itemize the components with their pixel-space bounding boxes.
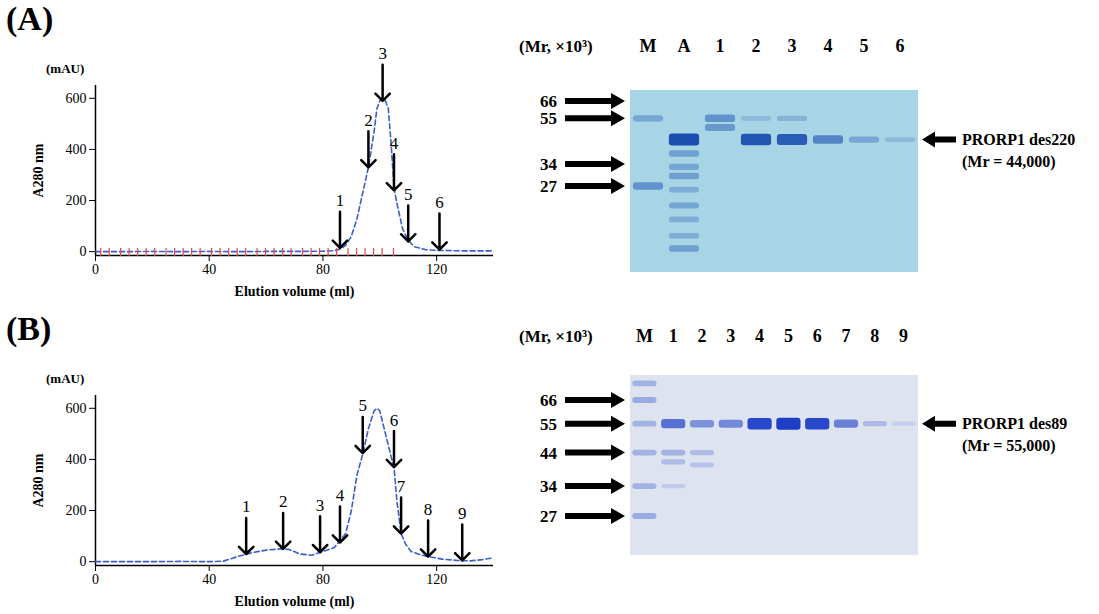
svg-text:2: 2: [698, 326, 707, 346]
svg-text:66: 66: [540, 391, 557, 410]
svg-text:200: 200: [66, 193, 87, 208]
svg-text:(Mr, ×10³): (Mr, ×10³): [519, 327, 593, 346]
svg-text:Elution volume (ml): Elution volume (ml): [235, 284, 355, 300]
svg-text:400: 400: [66, 142, 87, 157]
svg-text:80: 80: [316, 262, 330, 277]
svg-text:6: 6: [390, 411, 399, 430]
svg-text:120: 120: [426, 262, 447, 277]
svg-text:1: 1: [242, 497, 251, 516]
svg-text:9: 9: [458, 504, 467, 523]
svg-text:5: 5: [358, 396, 367, 415]
html-text:(B): (B): [6, 310, 52, 347]
svg-text:PRORP1 des220: PRORP1 des220: [962, 131, 1075, 148]
svg-text:0: 0: [92, 262, 99, 277]
svg-text:55: 55: [540, 109, 557, 128]
svg-text:0: 0: [80, 244, 87, 259]
svg-text:4: 4: [336, 486, 345, 505]
svg-text:3: 3: [378, 44, 387, 63]
svg-text:6: 6: [435, 193, 444, 212]
svg-text:2: 2: [364, 111, 373, 130]
svg-text:27: 27: [540, 177, 558, 196]
svg-text:Elution volume (ml): Elution volume (ml): [235, 594, 355, 610]
svg-text:(Mr = 55,000): (Mr = 55,000): [962, 437, 1056, 455]
svg-text:A280 nm: A280 nm: [31, 143, 46, 197]
svg-text:7: 7: [842, 326, 851, 346]
svg-text:55: 55: [540, 415, 557, 434]
svg-text:(Mr = 44,000): (Mr = 44,000): [962, 153, 1056, 171]
svg-text:3: 3: [788, 36, 797, 56]
svg-text:8: 8: [870, 326, 879, 346]
svg-text:A280 nm: A280 nm: [31, 453, 46, 507]
svg-text:2: 2: [752, 36, 761, 56]
svg-text:27: 27: [540, 507, 558, 526]
svg-text:1: 1: [336, 191, 345, 210]
svg-text:600: 600: [66, 91, 87, 106]
svg-text:4: 4: [755, 326, 764, 346]
svg-text:9: 9: [899, 326, 908, 346]
svg-text:2: 2: [279, 492, 288, 511]
svg-text:40: 40: [202, 572, 216, 587]
svg-text:120: 120: [426, 572, 447, 587]
svg-text:8: 8: [424, 500, 433, 519]
svg-text:M: M: [640, 36, 657, 56]
svg-text:7: 7: [397, 477, 406, 496]
svg-text:4: 4: [824, 36, 833, 56]
html-text:(mAU): (mAU): [46, 61, 85, 76]
svg-text:80: 80: [316, 572, 330, 587]
svg-text:34: 34: [540, 155, 558, 174]
svg-text:A: A: [678, 36, 691, 56]
svg-text:0: 0: [80, 554, 87, 569]
svg-text:400: 400: [66, 452, 87, 467]
svg-text:PRORP1 des89: PRORP1 des89: [962, 415, 1067, 432]
svg-text:5: 5: [404, 185, 413, 204]
svg-text:40: 40: [202, 262, 216, 277]
svg-text:M: M: [636, 326, 653, 346]
svg-text:1: 1: [716, 36, 725, 56]
svg-text:6: 6: [813, 326, 822, 346]
svg-text:(Mr, ×10³): (Mr, ×10³): [519, 37, 593, 56]
svg-text:3: 3: [726, 326, 735, 346]
svg-text:4: 4: [390, 134, 399, 153]
svg-text:44: 44: [540, 444, 558, 463]
svg-text:6: 6: [896, 36, 905, 56]
svg-text:600: 600: [66, 401, 87, 416]
svg-text:5: 5: [860, 36, 869, 56]
html-text:(A): (A): [6, 0, 54, 37]
svg-text:1: 1: [669, 326, 678, 346]
svg-text:34: 34: [540, 477, 558, 496]
svg-text:200: 200: [66, 503, 87, 518]
svg-text:5: 5: [784, 326, 793, 346]
svg-text:3: 3: [316, 496, 325, 515]
svg-text:66: 66: [540, 92, 557, 111]
svg-text:0: 0: [92, 572, 99, 587]
html-text:(mAU): (mAU): [46, 371, 85, 386]
